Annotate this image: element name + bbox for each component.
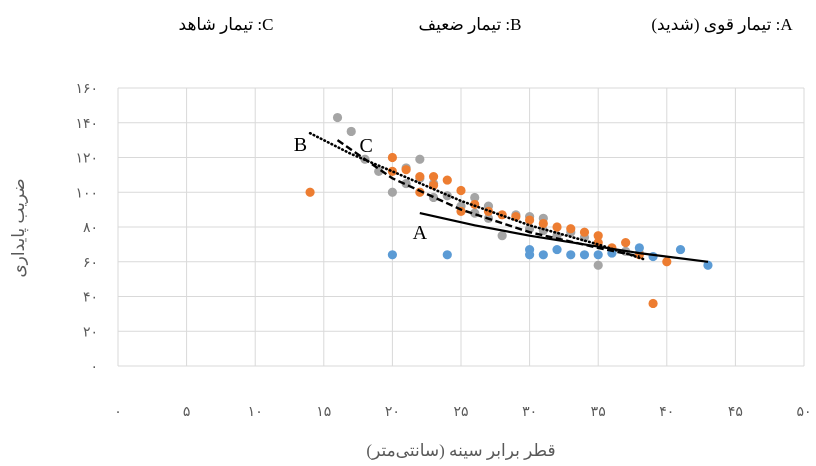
x-tick-label: ۱۵ bbox=[316, 404, 331, 420]
y-tick-label: ۸۰ bbox=[83, 220, 98, 236]
point-series-b bbox=[428, 172, 439, 182]
point-series-a bbox=[442, 250, 452, 260]
y-tick-label: ۱۲۰ bbox=[75, 151, 98, 167]
gridlines bbox=[117, 87, 805, 367]
y-tick-label: ۶۰ bbox=[83, 255, 98, 271]
point-series-b bbox=[401, 165, 411, 175]
trendline-c bbox=[336, 139, 640, 258]
y-tick-label: ۴۰ bbox=[83, 290, 98, 306]
point-series-c bbox=[346, 126, 356, 137]
point-series-c bbox=[387, 187, 397, 197]
legend: C: تیمار شاهد B: تیمار ضعیف A: تیمار قوی… bbox=[179, 15, 794, 34]
point-series-b bbox=[456, 185, 466, 196]
trendline-a bbox=[419, 212, 709, 263]
x-tick-label: ۵ bbox=[183, 404, 191, 420]
point-series-a bbox=[387, 250, 397, 260]
point-series-c bbox=[497, 231, 507, 241]
x-tick-label: ۵۰ bbox=[796, 404, 811, 420]
trendline-label-a: A bbox=[413, 222, 428, 244]
y-tick-label: ۱۴۰ bbox=[75, 116, 98, 132]
point-series-a bbox=[552, 244, 562, 255]
legend-entry-a: A: تیمار قوی (شدید) bbox=[651, 15, 793, 34]
point-series-c bbox=[442, 191, 452, 201]
point-series-b bbox=[415, 172, 425, 182]
y-axis-tick-labels: ۰ ۲۰ ۴۰ ۶۰ ۸۰ ۱۰۰ ۱۲۰ ۱۴۰ ۱۶۰ bbox=[75, 81, 98, 375]
x-tick-label: ۲۰ bbox=[385, 404, 400, 420]
x-tick-label: ۱۰ bbox=[248, 404, 263, 420]
x-axis-title: قطر برابر سینه (سانتی‌متر) bbox=[366, 441, 555, 460]
point-series-b bbox=[621, 238, 631, 248]
point-series-b bbox=[525, 215, 535, 225]
trendlines: A B C bbox=[294, 131, 709, 263]
point-series-c bbox=[374, 166, 384, 176]
x-tick-label: ۴۵ bbox=[728, 404, 743, 420]
trendline-label-c: C bbox=[360, 135, 373, 157]
point-series-c bbox=[428, 192, 439, 203]
y-tick-label: ۱۰۰ bbox=[75, 185, 98, 201]
point-series-b bbox=[442, 175, 452, 185]
point-series-b bbox=[552, 222, 562, 232]
x-tick-label: ۲۵ bbox=[453, 404, 468, 420]
point-series-b bbox=[305, 187, 315, 197]
x-tick-label: ۳۰ bbox=[522, 404, 537, 420]
x-tick-label: ۰ bbox=[114, 404, 122, 420]
point-series-b bbox=[648, 298, 658, 309]
point-series-c bbox=[415, 154, 425, 164]
point-series-b bbox=[387, 152, 397, 163]
point-series-b bbox=[593, 231, 603, 241]
y-tick-label: ۲۰ bbox=[83, 324, 98, 340]
point-series-a bbox=[648, 251, 658, 262]
point-series-a bbox=[703, 260, 713, 270]
legend-entry-b: B: تیمار ضعیف bbox=[418, 15, 521, 34]
point-series-c bbox=[593, 260, 603, 270]
x-axis-tick-labels: ۰ ۵ ۱۰ ۱۵ ۲۰ ۲۵ ۳۰ ۳۵ ۴۰ ۴۵ ۵۰ bbox=[114, 404, 811, 420]
point-series-b bbox=[566, 224, 576, 234]
y-axis-title: ضریب پایداری bbox=[9, 178, 29, 277]
point-series-a bbox=[675, 244, 686, 255]
y-tick-label: ۱۶۰ bbox=[75, 81, 98, 97]
point-series-c bbox=[538, 225, 548, 236]
point-series-b bbox=[662, 257, 672, 267]
point-series-a bbox=[634, 243, 644, 253]
point-series-a bbox=[538, 250, 548, 260]
y-tick-label: ۰ bbox=[90, 359, 98, 375]
point-series-b bbox=[579, 227, 590, 237]
point-series-c bbox=[332, 112, 343, 123]
point-series-b bbox=[538, 218, 548, 229]
point-series-a bbox=[593, 250, 603, 260]
trendline-b bbox=[308, 131, 648, 262]
trendline-label-b: B bbox=[294, 134, 307, 156]
point-series-c bbox=[470, 192, 480, 203]
point-series-a bbox=[566, 250, 576, 260]
x-tick-label: ۳۵ bbox=[591, 404, 606, 420]
point-series-a bbox=[525, 250, 535, 260]
point-series-b bbox=[470, 199, 480, 210]
legend-entry-c: C: تیمار شاهد bbox=[179, 15, 274, 34]
point-series-b bbox=[483, 206, 494, 216]
point-series-a bbox=[579, 250, 590, 260]
x-tick-label: ۴۰ bbox=[659, 404, 674, 420]
